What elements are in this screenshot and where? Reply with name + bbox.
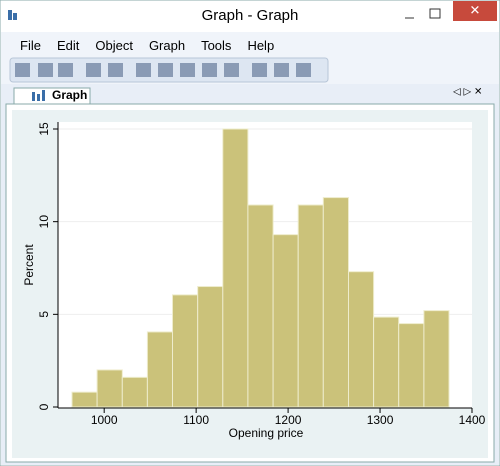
x-tick-label: 1200 (275, 413, 302, 427)
bar (172, 294, 199, 408)
bar (348, 271, 375, 408)
bar (398, 323, 425, 408)
bar (121, 376, 148, 408)
y-tick-label: 15 (37, 122, 51, 136)
menu-item[interactable]: File (20, 38, 41, 53)
app-icon (13, 13, 17, 20)
x-tick-label: 1000 (91, 413, 118, 427)
y-tick-label: 10 (37, 215, 51, 229)
x-tick-label: 1400 (459, 413, 486, 427)
close-x[interactable]: ✕ (470, 2, 481, 17)
app-icon (8, 10, 12, 20)
toolbar-icons[interactable] (15, 63, 311, 77)
bar (197, 286, 224, 408)
menu-item[interactable]: Tools (201, 38, 232, 53)
menu-item[interactable]: Help (247, 38, 275, 53)
menu-item[interactable]: Edit (56, 38, 80, 53)
bar (222, 128, 249, 408)
y-axis-label: Percent (22, 244, 36, 286)
x-tick-label: 1300 (367, 413, 394, 427)
close-button[interactable] (453, 1, 497, 21)
menu-item[interactable]: Graph (148, 38, 186, 53)
x-axis-label: Opening price (229, 426, 304, 440)
bar (71, 391, 98, 408)
menu-item[interactable]: Object (95, 38, 133, 53)
bar (247, 204, 274, 408)
y-tick-label: 5 (37, 311, 51, 318)
bar (297, 204, 324, 408)
y-tick-label: 0 (37, 403, 51, 410)
bar (96, 369, 123, 408)
x-tick-label: 1100 (183, 413, 209, 427)
bar (272, 234, 299, 408)
menu-bar: File Edit Object Graph Tools Help (20, 37, 290, 55)
tab-nav[interactable]: ◁ ▷ ✕ (453, 87, 482, 98)
bar (373, 316, 400, 408)
bar (322, 197, 350, 408)
tab-label[interactable]: Graph (52, 88, 87, 102)
maximize[interactable] (429, 8, 441, 19)
bar (146, 331, 174, 408)
window-title: Graph - Graph (202, 7, 299, 24)
bar (423, 310, 450, 408)
